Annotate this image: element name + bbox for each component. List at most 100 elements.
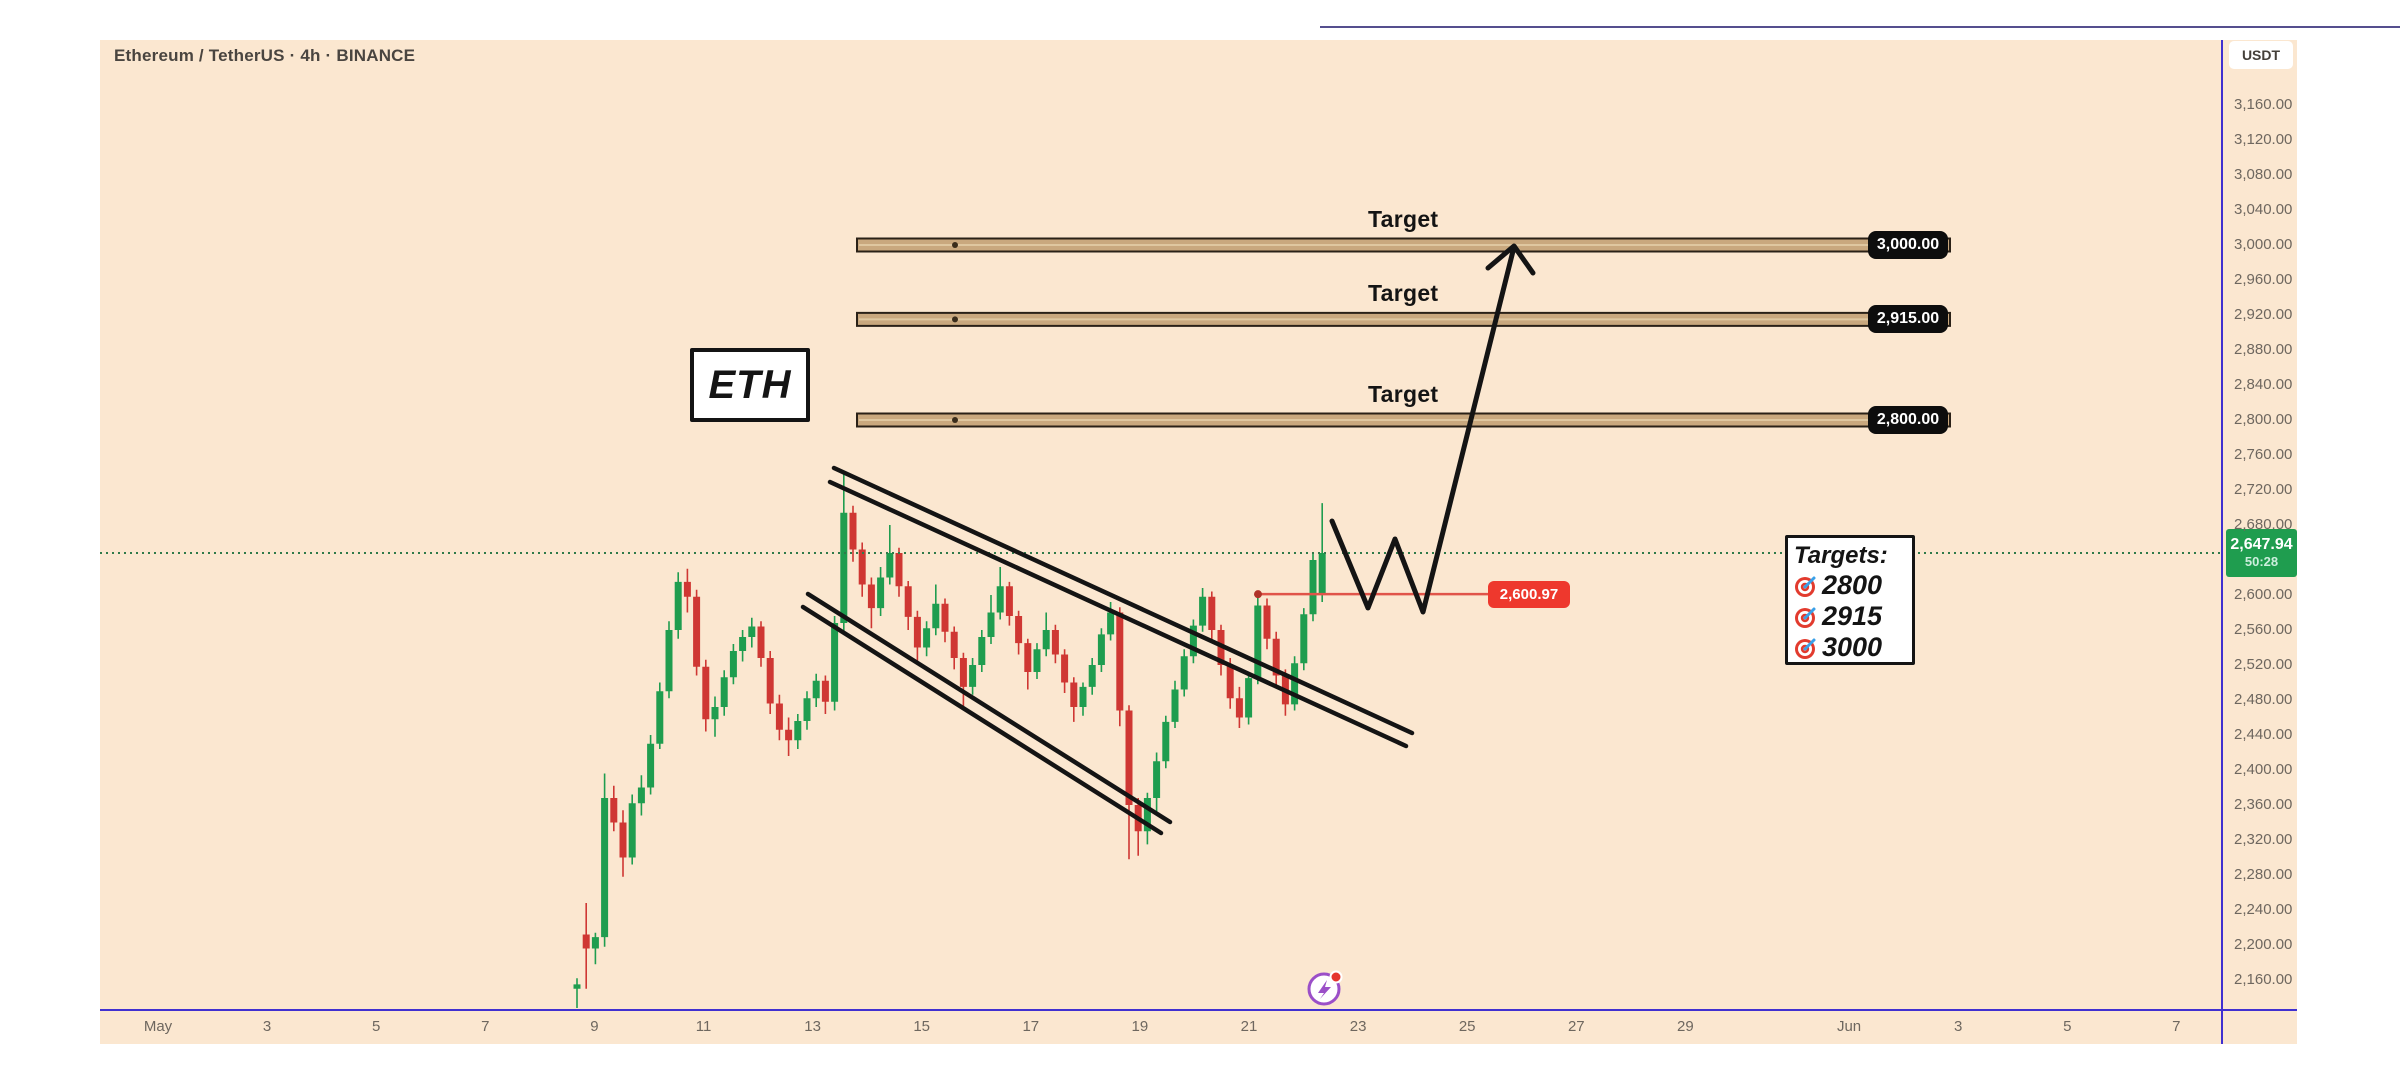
price-axis-label: 3,080.00: [2234, 166, 2293, 183]
candle-body: [674, 581, 682, 630]
targets-note-row: 2800: [1794, 570, 1904, 601]
candle-body: [683, 581, 691, 597]
price-axis-label: 3,040.00: [2234, 201, 2293, 218]
time-axis-label: 23: [1349, 1018, 1367, 1035]
last-price-badge: 2,647.94 50:28: [2226, 529, 2297, 578]
price-axis-label: 2,160.00: [2234, 971, 2293, 988]
target-band-label-2800[interactable]: Target: [1368, 381, 1439, 407]
currency-toggle-button[interactable]: USDT: [2229, 41, 2293, 69]
price-axis-label: 2,560.00: [2234, 621, 2293, 638]
candle-body: [987, 612, 995, 637]
wedge-upper-1[interactable]: [831, 465, 1415, 736]
price-axis-label: 2,880.00: [2234, 341, 2293, 358]
candle-body: [693, 596, 701, 667]
time-axis-label: 3: [1953, 1018, 1963, 1035]
time-axis-label: Jun: [1836, 1018, 1862, 1035]
candle-body: [867, 584, 875, 609]
target-bands[interactable]: [856, 237, 1951, 428]
entry-ray-price-label[interactable]: 2,600.97: [1488, 581, 1570, 609]
target-value: 2915: [1822, 601, 1883, 631]
price-axis-label: 3,160.00: [2234, 96, 2293, 113]
window-top-border: [1320, 26, 2400, 28]
symbol-callout-box[interactable]: ETH: [690, 348, 810, 422]
last-price-value: 2,647.94: [2230, 536, 2293, 554]
candle-body: [637, 787, 645, 804]
price-axis-label: 2,840.00: [2234, 376, 2293, 393]
target-band-label-2915[interactable]: Target: [1368, 280, 1439, 307]
time-axis-label: 7: [481, 1018, 490, 1035]
dart-target-icon: [1795, 638, 1816, 659]
candle-body: [1097, 634, 1105, 665]
candle-body: [720, 677, 728, 707]
time-scale-separator: [100, 1009, 2297, 1011]
candle-body: [702, 666, 710, 720]
go-to-realtime-button[interactable]: [1303, 966, 1347, 1010]
projection-zigzag-arrow[interactable]: [1329, 244, 1517, 615]
time-axis-label: 13: [804, 1018, 821, 1035]
candle-body: [1235, 698, 1243, 718]
price-axis-label: 2,960.00: [2234, 271, 2293, 288]
price-scale-separator: [2221, 40, 2223, 1044]
candle-body: [573, 984, 581, 989]
candle-body: [794, 721, 802, 741]
candle-body: [711, 707, 719, 720]
wedge-lower-2[interactable]: [800, 604, 1164, 836]
chart-panel[interactable]: [100, 40, 2297, 1044]
candle-body: [895, 553, 903, 587]
target-price-tag-2915[interactable]: 2,915.00: [1868, 305, 1948, 334]
target-band-label-3000[interactable]: Target: [1368, 206, 1439, 232]
candlestick-series: [573, 471, 1326, 1008]
time-axis-label: 27: [1567, 1018, 1585, 1035]
candle-body: [1033, 649, 1041, 672]
candle-body: [969, 665, 977, 687]
candle-body: [1079, 686, 1087, 707]
candle-body: [1088, 665, 1096, 687]
time-axis-label: 19: [1131, 1018, 1149, 1035]
candle-body: [785, 729, 793, 741]
bar-countdown: 50:28: [2244, 553, 2279, 569]
price-axis-label: 2,360.00: [2234, 796, 2293, 813]
candle-body: [1153, 761, 1161, 798]
arrow-head: [1485, 243, 1536, 276]
candle-body: [748, 626, 756, 637]
band-anchor-dot[interactable]: [952, 417, 958, 423]
time-axis-label: 3: [262, 1018, 272, 1035]
time-axis-label: 15: [913, 1018, 931, 1035]
ray-anchor-dot[interactable]: [1254, 590, 1262, 599]
candle-body: [1143, 798, 1151, 832]
time-axis-label: 5: [2063, 1018, 2072, 1035]
candle-body: [821, 680, 829, 702]
candle-body: [840, 512, 848, 623]
candle-body: [1309, 560, 1317, 615]
wedge-upper-2[interactable]: [827, 479, 1409, 749]
target-price-tag-2800[interactable]: 2,800.00: [1868, 406, 1948, 434]
candle-body: [1199, 596, 1207, 626]
band-anchor-dot[interactable]: [952, 242, 958, 248]
targets-note-panel[interactable]: Targets: 2800 2915 3000: [1785, 535, 1915, 665]
price-axis-label: 2,240.00: [2234, 901, 2293, 918]
candle-body: [1318, 553, 1326, 595]
candle-body: [656, 691, 664, 744]
candle-body: [803, 698, 811, 721]
candle-body: [1291, 663, 1299, 705]
target-price-tag-3000[interactable]: 3,000.00: [1868, 231, 1948, 259]
candle-body: [766, 658, 774, 704]
candle-body: [812, 680, 820, 699]
candle-body: [913, 616, 921, 648]
candle-body: [582, 934, 590, 949]
price-axis-label: 2,920.00: [2234, 306, 2293, 323]
price-axis-label: 2,600.00: [2234, 586, 2293, 603]
candle-body: [1162, 721, 1170, 762]
wedge-lower-1[interactable]: [805, 591, 1173, 825]
candle-body: [1254, 605, 1262, 679]
candle-body: [628, 803, 636, 858]
price-axis-label: 2,280.00: [2234, 866, 2293, 883]
candle-body: [665, 630, 673, 692]
candle-body: [959, 658, 967, 687]
band-anchor-dot[interactable]: [952, 316, 958, 323]
candle-body: [1061, 654, 1069, 683]
candle-body: [904, 586, 912, 617]
candle-body: [1042, 630, 1050, 650]
candle-body: [886, 553, 894, 578]
